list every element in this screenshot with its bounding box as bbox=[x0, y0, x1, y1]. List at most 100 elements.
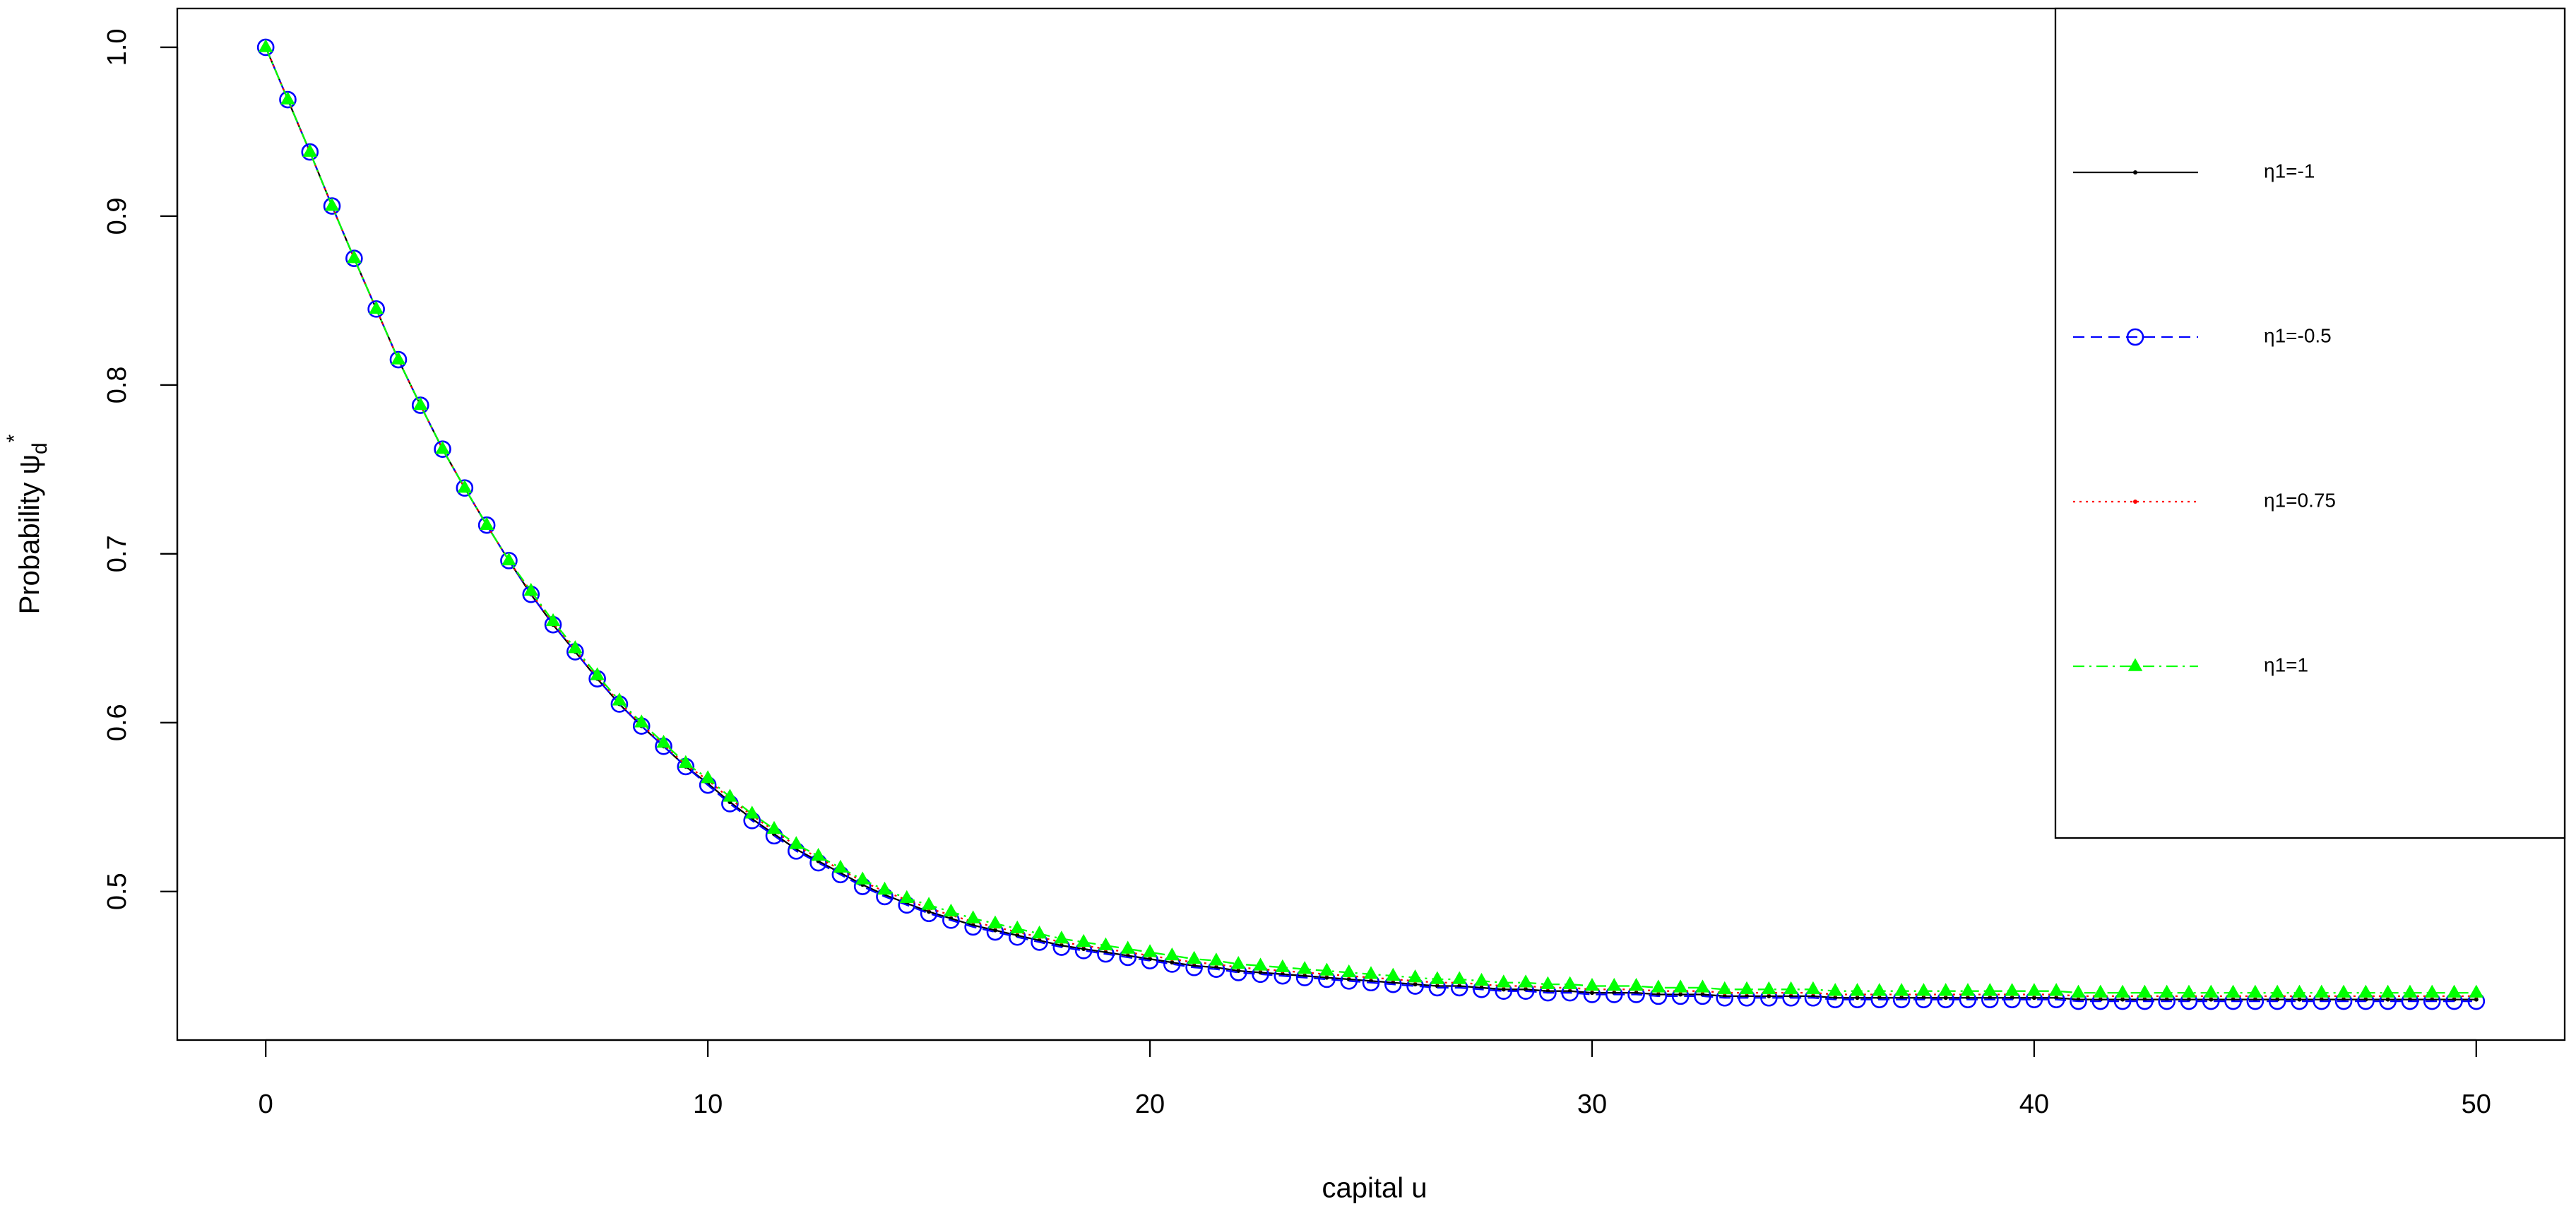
data-point bbox=[1629, 978, 1644, 991]
data-point bbox=[1275, 959, 1290, 972]
data-point bbox=[1413, 982, 1418, 987]
data-point bbox=[927, 909, 932, 914]
data-point bbox=[766, 820, 782, 834]
x-tick-label: 0 bbox=[259, 1090, 273, 1119]
data-point bbox=[501, 552, 516, 566]
data-point bbox=[479, 516, 494, 530]
data-point bbox=[1015, 933, 1020, 938]
data-point bbox=[2358, 984, 2373, 998]
y-axis-title: Probability ψd* bbox=[3, 434, 52, 614]
data-point bbox=[1983, 983, 1998, 996]
x-tick-label: 40 bbox=[2019, 1090, 2049, 1119]
data-point bbox=[992, 928, 997, 933]
data-point bbox=[1187, 950, 1201, 964]
data-point bbox=[1032, 925, 1047, 939]
series-line bbox=[265, 47, 2476, 998]
data-point bbox=[1120, 940, 1136, 954]
data-point bbox=[1297, 961, 1312, 974]
data-point bbox=[2203, 984, 2219, 998]
x-tick-label: 30 bbox=[1577, 1090, 1607, 1119]
data-point bbox=[1474, 972, 1489, 986]
data-point bbox=[2469, 984, 2484, 998]
data-point bbox=[2115, 984, 2130, 998]
data-point bbox=[1142, 944, 1158, 957]
y-tick-label: 0.6 bbox=[102, 704, 132, 741]
data-point bbox=[1562, 976, 1577, 989]
y-tick-label: 0.9 bbox=[102, 197, 132, 235]
data-point bbox=[1170, 960, 1175, 965]
y-axis-title-sup: * bbox=[3, 434, 26, 442]
legend-label: η1=-0.5 bbox=[2264, 324, 2332, 346]
data-point bbox=[1589, 991, 1594, 996]
data-point bbox=[2093, 984, 2108, 998]
data-point bbox=[789, 836, 804, 849]
data-point bbox=[545, 613, 561, 627]
data-point bbox=[2159, 984, 2174, 998]
data-point bbox=[1805, 981, 1821, 995]
data-point bbox=[2297, 997, 2302, 1002]
data-point bbox=[2380, 984, 2395, 998]
series bbox=[258, 39, 2484, 998]
data-point bbox=[1943, 996, 1948, 1000]
data-point bbox=[899, 890, 915, 904]
x-tick-label: 10 bbox=[693, 1090, 723, 1119]
legend-marker bbox=[2126, 328, 2144, 346]
data-point bbox=[1098, 937, 1113, 950]
data-point bbox=[1230, 955, 1246, 969]
data-point bbox=[1678, 992, 1683, 997]
x-tick-label: 50 bbox=[2462, 1090, 2491, 1119]
data-point bbox=[1209, 952, 1224, 966]
data-point bbox=[2424, 984, 2440, 998]
x-axis-title: capital u bbox=[1322, 1173, 1428, 1204]
data-point bbox=[2048, 983, 2064, 996]
data-point bbox=[1253, 957, 1268, 971]
data-point bbox=[1584, 978, 1600, 991]
data-point bbox=[1518, 974, 1533, 988]
data-point bbox=[347, 250, 362, 264]
legend-marker bbox=[2133, 500, 2137, 504]
data-point bbox=[457, 480, 473, 493]
legend-marker bbox=[2133, 170, 2137, 175]
legend-box bbox=[2054, 7, 2566, 839]
data-point bbox=[612, 692, 627, 706]
legend-marker bbox=[2127, 658, 2143, 671]
data-point bbox=[1501, 987, 1506, 992]
legend: η1=-1 η1=-0.5 η1=0.75 η1=1 bbox=[2054, 7, 2566, 839]
x-tick-label: 20 bbox=[1135, 1090, 1165, 1119]
data-point bbox=[1386, 967, 1401, 981]
data-point bbox=[966, 910, 980, 923]
data-point bbox=[723, 789, 737, 802]
data-point bbox=[590, 667, 605, 680]
data-point bbox=[1717, 981, 1733, 995]
data-point bbox=[1081, 946, 1086, 951]
data-point bbox=[1341, 964, 1356, 978]
y-tick-label: 0.8 bbox=[102, 366, 132, 403]
data-point bbox=[1695, 979, 1710, 993]
data-point bbox=[744, 805, 759, 819]
data-point bbox=[1960, 983, 1976, 996]
data-point bbox=[2031, 996, 2036, 1000]
data-point bbox=[369, 300, 384, 314]
data-point bbox=[568, 640, 583, 654]
data-point bbox=[1762, 981, 1776, 995]
data-point bbox=[1872, 983, 1887, 996]
data-point bbox=[1541, 976, 1555, 989]
data-point bbox=[921, 897, 937, 910]
data-point bbox=[2005, 983, 2019, 996]
data-point bbox=[1894, 983, 1909, 996]
data-point bbox=[1783, 981, 1798, 995]
data-point bbox=[1236, 969, 1241, 974]
data-point bbox=[2209, 997, 2214, 1002]
data-point bbox=[2336, 984, 2351, 998]
data-point bbox=[324, 198, 340, 211]
data-point bbox=[2181, 984, 2197, 998]
data-point bbox=[700, 770, 716, 784]
data-point bbox=[2120, 997, 2125, 1002]
y-axis-title-text: Probability ψ bbox=[14, 454, 45, 614]
data-point bbox=[1606, 978, 1622, 991]
data-point bbox=[811, 848, 826, 861]
data-point bbox=[1673, 979, 1688, 993]
data-point bbox=[1850, 983, 1865, 996]
data-point bbox=[412, 397, 428, 411]
